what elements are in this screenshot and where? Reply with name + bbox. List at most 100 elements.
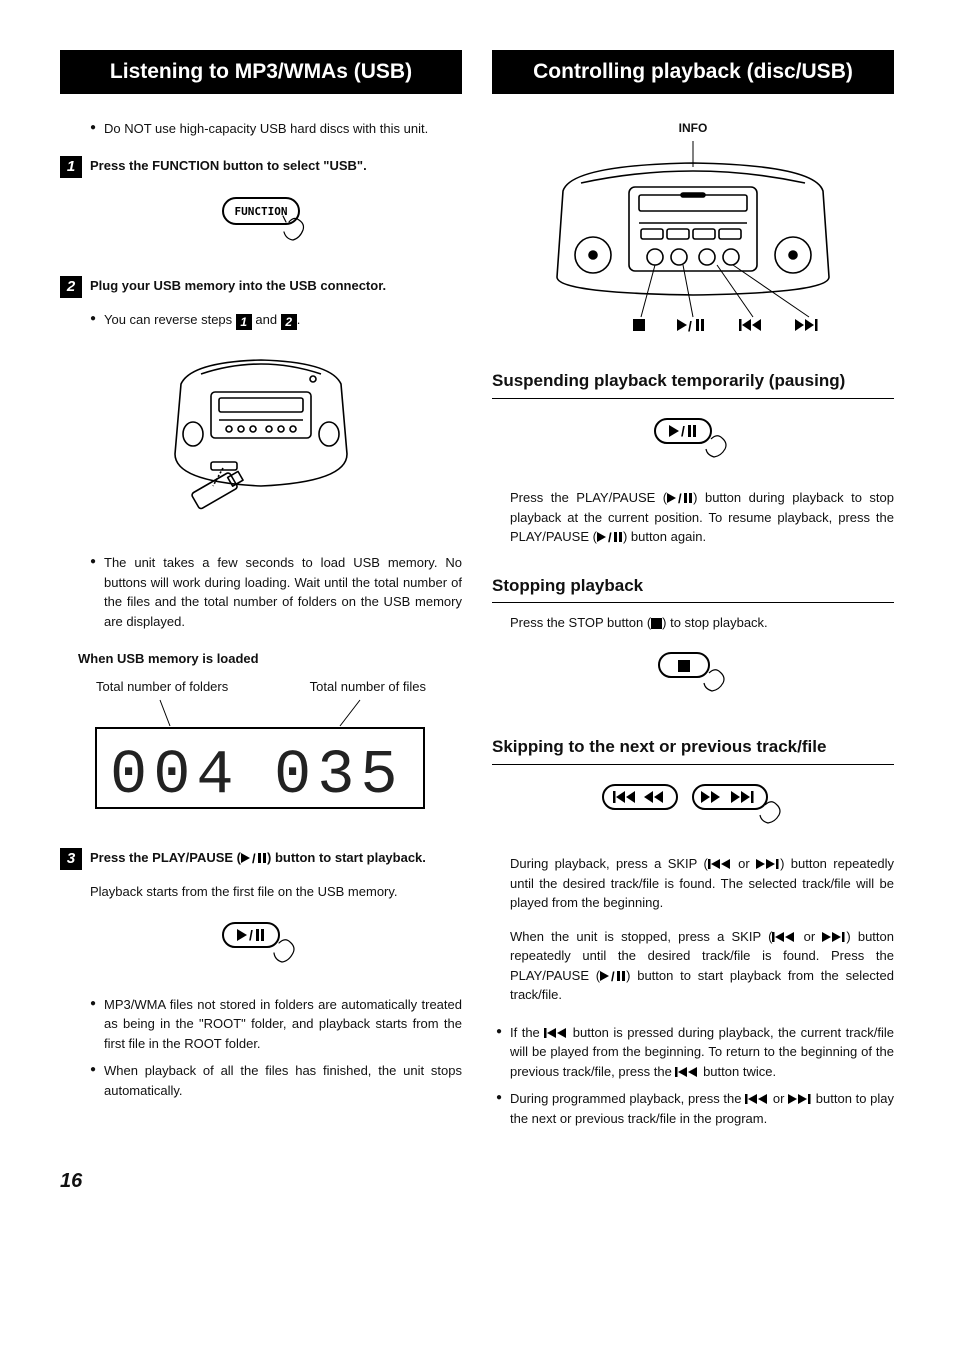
play-pause-icon: / [241,852,267,864]
sb2a: When the unit is stopped, press a SKIP ( [510,929,772,944]
loading-note-text: The unit takes a few seconds to load USB… [104,553,462,631]
skip-note-1-text: If the button is pressed during playback… [510,1023,894,1082]
play-pause-icon: / [667,492,693,504]
pause-button-figure: / [492,413,894,475]
sb1a: During playback, press a SKIP ( [510,856,708,871]
info-label: INFO [492,119,894,137]
step-3-body: Playback starts from the first file on t… [60,882,462,902]
inline-step-1: 1 [236,314,252,330]
left-column: Listening to MP3/WMAs (USB) ● Do NOT use… [60,50,462,1136]
pause-heading: Suspending playback temporarily (pausing… [492,368,894,399]
warning-text: Do NOT use high-capacity USB hard discs … [104,119,462,139]
loading-note: ● The unit takes a few seconds to load U… [90,553,462,631]
stop-body: Press the STOP button ( ) to stop playbac… [492,613,894,633]
step-2: 2 Plug your USB memory into the USB conn… [60,276,462,298]
play-pause-icon: / [677,318,704,334]
display-labels: Total number of folders Total number of … [90,677,432,697]
stop-heading: Stopping playback [492,573,894,604]
usb-device-svg [141,344,381,534]
reverse-post: . [297,312,301,327]
usb-device-figure [60,344,462,540]
svg-text:/: / [681,423,685,439]
skip-buttons-figure [492,779,894,841]
bullet-dot: ● [90,310,104,330]
play-pause-icon: / [597,531,623,543]
skip-note-2-text: During programmed playback, press the or… [510,1089,894,1128]
pause-body-1: Press the PLAY/PAUSE ( [510,490,667,505]
stop-body-2: ) to stop playback. [662,615,768,630]
step3-post: ) button to start playback. [267,850,426,865]
skip-next-icon [788,1093,812,1105]
display-figure-block: Total number of folders Total number of … [60,677,462,822]
bullet-dot: ● [496,1023,510,1082]
skip-next-icon [795,319,818,331]
seg-files: 035 [274,740,404,811]
sn1c: button twice. [699,1064,776,1079]
page-number: 16 [60,1166,894,1196]
finish-note: ● When playback of all the files has fin… [90,1061,462,1100]
device-top-figure: INFO [492,119,894,343]
step-3-text: Press the PLAY/PAUSE (/) button to start… [90,848,462,868]
skip-prev-icon [772,931,796,943]
skip-note-2: ● During programmed playback, press the … [496,1089,894,1128]
pause-button-svg: / [633,413,753,469]
root-folder-text: MP3/WMA files not stored in folders are … [104,995,462,1054]
skip-body-1: During playback, press a SKIP ( or ) but… [492,854,894,913]
sn2b: or [769,1091,788,1106]
section-title-left: Listening to MP3/WMAs (USB) [60,50,462,94]
reverse-steps-text: You can reverse steps 1 and 2. [104,310,462,330]
function-button-figure: FUNCTION [60,192,462,258]
skip-body-2: When the unit is stopped, press a SKIP (… [492,927,894,1005]
bullet-dot: ● [90,995,104,1054]
label-files: Total number of files [310,677,426,697]
stop-body-1: Press the STOP button ( [510,615,651,630]
skip-next-icon [822,931,846,943]
sb2b: or [796,929,822,944]
function-label: FUNCTION [235,205,288,218]
skip-heading: Skipping to the next or previous track/f… [492,734,894,765]
seg-folders: 004 [110,740,240,811]
bullet-dot: ● [496,1089,510,1128]
bullet-dot: ● [90,553,104,631]
skip-prev-icon [708,858,732,870]
reverse-pre: You can reverse steps [104,312,236,327]
pause-body-3: ) button again. [623,529,706,544]
loaded-heading: When USB memory is loaded [78,649,462,669]
svg-text:/: / [252,852,256,864]
play-pause-icon: / [600,970,626,982]
section-title-right: Controlling playback (disc/USB) [492,50,894,94]
bullet-dot: ● [90,119,104,139]
pause-body: Press the PLAY/PAUSE (/) button during p… [492,488,894,547]
skip-buttons-svg [593,779,793,835]
svg-text:/: / [608,531,612,543]
stop-button-figure [492,647,894,709]
svg-text:/: / [611,970,615,982]
segment-display-svg: 004 035 [90,696,430,816]
label-folders: Total number of folders [96,677,228,697]
sn1a: If the [510,1025,544,1040]
play-pause-button-figure: / [60,915,462,981]
step-number-icon: 2 [60,276,82,298]
svg-text:/: / [688,318,692,334]
step-3: 3 Press the PLAY/PAUSE (/) button to sta… [60,848,462,870]
play-pause-button-svg: / [201,915,321,975]
sn2a: During programmed playback, press the [510,1091,745,1106]
inline-step-2: 2 [281,314,297,330]
function-button-svg: FUNCTION [201,192,321,252]
bullet-dot: ● [90,1061,104,1100]
step-2-text: Plug your USB memory into the USB connec… [90,276,462,296]
root-folder-note: ● MP3/WMA files not stored in folders ar… [90,995,462,1054]
reverse-mid: and [252,312,281,327]
svg-text:/: / [678,492,682,504]
stop-icon [633,319,645,331]
step-1-text: Press the FUNCTION button to select "USB… [90,156,462,176]
stop-button-svg [633,647,753,703]
skip-prev-icon [544,1027,568,1039]
reverse-steps-note: ● You can reverse steps 1 and 2. [90,310,462,330]
device-top-svg: / [533,137,853,337]
finish-note-text: When playback of all the files has finis… [104,1061,462,1100]
skip-prev-icon [745,1093,769,1105]
skip-prev-icon [675,1066,699,1078]
right-column: Controlling playback (disc/USB) INFO [492,50,894,1136]
svg-text:/: / [249,927,253,943]
